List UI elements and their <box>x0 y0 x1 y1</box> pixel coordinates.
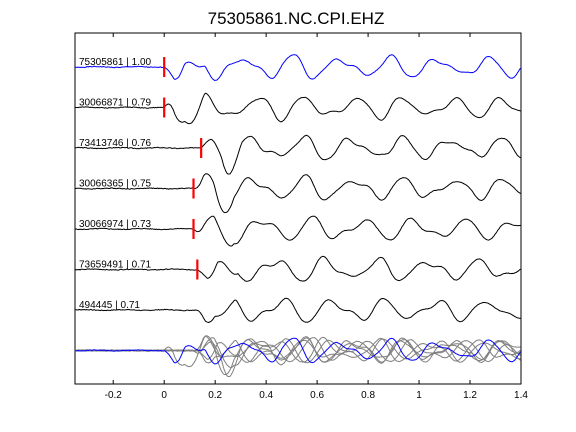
trace-label-30066974: 30066974 | 0.73 <box>79 219 152 230</box>
x-tick-label: 0.8 <box>361 390 375 401</box>
chart-title: 75305861.NC.CPI.EHZ <box>208 9 385 28</box>
traces-layer <box>74 54 521 323</box>
stack-overlay-line-3 <box>74 335 521 376</box>
x-tick-label: 0.4 <box>259 390 273 401</box>
plot-frame <box>74 32 522 385</box>
x-tick-label: -0.2 <box>105 390 123 401</box>
picks-layer <box>163 57 203 280</box>
trace-label-73659491: 73659491 | 0.71 <box>79 260 152 271</box>
stack-master-line <box>75 337 521 365</box>
trace-labels-layer: 75305861 | 1.00 30066871 | 0.79 73413746 |… <box>79 57 152 311</box>
x-tick-label: 0 <box>161 390 167 401</box>
trace-line-75305861 <box>75 54 521 81</box>
trace-line-73413746 <box>75 134 521 175</box>
x-tick-label: 0.6 <box>310 390 324 401</box>
x-tick-label: 1.2 <box>463 390 477 401</box>
trace-line-73659491 <box>74 255 521 282</box>
x-tick-label: 1 <box>416 390 422 401</box>
x-tick-label: 1.4 <box>514 390 528 401</box>
trace-label-30066365: 30066365 | 0.75 <box>79 179 152 190</box>
stack-overlay-line-2 <box>75 337 521 377</box>
trace-label-30066871: 30066871 | 0.79 <box>79 98 152 109</box>
x-tick-label: 0.2 <box>208 390 222 401</box>
trace-label-494445: 494445 | 0.71 <box>79 300 140 311</box>
trace-line-30066365 <box>74 173 521 214</box>
trace-line-30066974 <box>74 215 521 247</box>
x-axis: -0.2 0 0.2 0.4 0.6 0.8 1 1.2 1.4 <box>105 33 528 401</box>
stack-layer <box>74 335 521 377</box>
trace-label-75305861: 75305861 | 1.00 <box>79 57 152 68</box>
trace-label-73413746: 73413746 | 0.76 <box>79 138 152 149</box>
trace-line-494445 <box>74 297 521 323</box>
trace-line-30066871 <box>74 92 521 125</box>
